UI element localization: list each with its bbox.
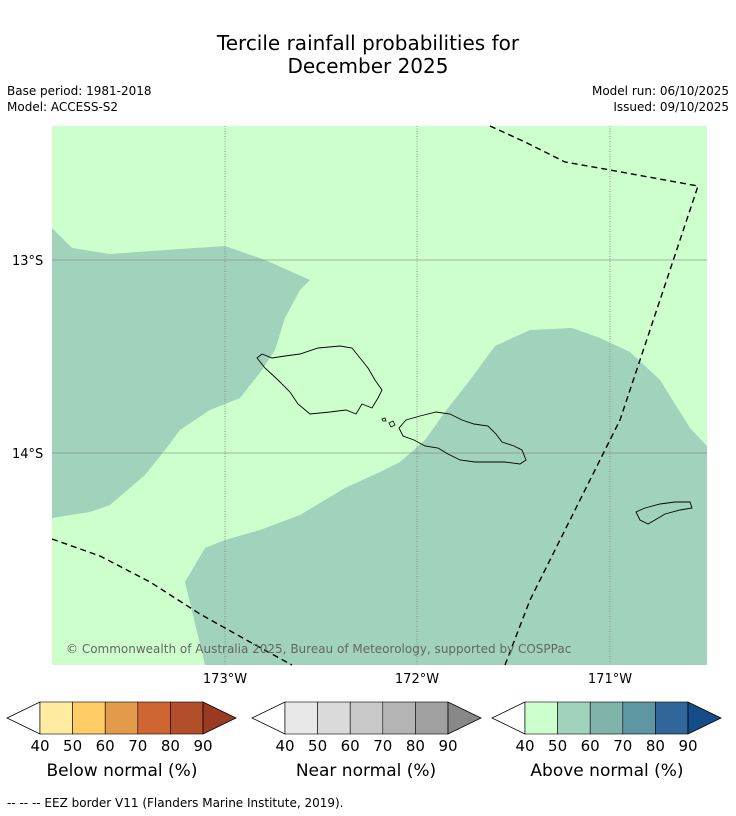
- colorbar-near-segment-4: [415, 701, 449, 735]
- colorbar-label-above: Above normal (%): [530, 761, 684, 781]
- colorbar-above-tick-80: 80: [646, 737, 665, 755]
- lat-label-13s: 13°S: [12, 254, 43, 269]
- lon-label-171w: 171°W: [588, 672, 632, 687]
- map-title-line2: December 2025: [287, 54, 449, 78]
- colorbar-above-segment-1: [557, 701, 591, 735]
- colorbar-below-segment-3: [137, 701, 171, 735]
- colorbar-label-near: Near normal (%): [295, 761, 437, 781]
- colorbar-above-tick-60: 60: [581, 737, 600, 755]
- colorbar-near-tick-80: 80: [406, 737, 425, 755]
- map-region-above-60-west: [52, 228, 310, 518]
- colorbar-above-segment-3: [622, 701, 656, 735]
- colorbar-above-extend-low: [491, 701, 526, 735]
- islet-apolima: [381, 417, 387, 422]
- colorbar-group: 40 50 60 70 80 90 40 50 60 70 80 90 40 50 60 70 80 90: [6, 701, 722, 755]
- colorbar-below-segment-2: [104, 701, 139, 735]
- colorbar-near-segment-2: [349, 701, 384, 735]
- colorbar-near-tick-90: 90: [438, 737, 457, 755]
- island-upolu: [398, 411, 527, 465]
- colorbar-below-extend-low: [6, 701, 41, 735]
- colorbar-near-segment-3: [382, 701, 416, 735]
- colorbar-above-tick-70: 70: [613, 737, 632, 755]
- colorbar-above-extend-high: [687, 701, 722, 735]
- map-copyright: © Commonwealth of Australia 2025, Bureau…: [66, 642, 571, 656]
- lon-label-172w: 172°W: [395, 672, 439, 687]
- colorbar-below-tick-70: 70: [128, 737, 147, 755]
- colorbar-near-tick-70: 70: [373, 737, 392, 755]
- lat-label-14s: 14°S: [12, 447, 43, 462]
- map-title-line1: Tercile rainfall probabilities for: [216, 31, 520, 55]
- colorbar-near-tick-40: 40: [275, 737, 294, 755]
- model-name: Model: ACCESS-S2: [7, 100, 119, 114]
- colorbar-below-tick-50: 50: [63, 737, 82, 755]
- eez-footnote: -- -- -- EEZ border V11 (Flanders Marine…: [7, 796, 344, 810]
- colorbar-below-tick-60: 60: [96, 737, 115, 755]
- colorbar-below-extend-high: [202, 701, 237, 735]
- colorbar-below-segment-0: [39, 701, 73, 735]
- colorbar-label-below: Below normal (%): [46, 761, 198, 781]
- eez-border-south-west: [51, 538, 293, 666]
- colorbar-above-segment-4: [655, 701, 689, 735]
- colorbar-below-tick-40: 40: [30, 737, 49, 755]
- colorbar-below-segment-1: [72, 701, 106, 735]
- colorbar-below-tick-80: 80: [161, 737, 180, 755]
- model-run-date: Model run: 06/10/2025: [591, 84, 729, 98]
- colorbar-above-segment-0: [524, 701, 558, 735]
- map-grid: [52, 259, 707, 454]
- base-period: Base period: 1981-2018: [7, 84, 152, 98]
- colorbar-near-extend-low: [251, 701, 286, 735]
- island-savaii: [256, 345, 383, 415]
- colorbar-near-extend-high: [447, 701, 482, 735]
- colorbar-above-segment-2: [589, 701, 624, 735]
- colorbar-above-tick-40: 40: [515, 737, 534, 755]
- island-tutuila: [635, 501, 693, 525]
- colorbar-near-tick-60: 60: [341, 737, 360, 755]
- colorbar-above-tick-90: 90: [678, 737, 697, 755]
- issued-date: Issued: 09/10/2025: [613, 100, 729, 114]
- colorbar-above-tick-50: 50: [548, 737, 567, 755]
- islet-manono: [388, 420, 396, 428]
- colorbar-below-segment-4: [170, 701, 204, 735]
- map-region-above-60-east: [185, 328, 707, 665]
- colorbar-near-segment-1: [317, 701, 351, 735]
- lon-label-173w: 173°W: [203, 672, 247, 687]
- eez-border-north-east: [489, 125, 699, 666]
- colorbar-near-segment-0: [284, 701, 318, 735]
- colorbar-near-tick-50: 50: [308, 737, 327, 755]
- colorbar-below-tick-90: 90: [193, 737, 212, 755]
